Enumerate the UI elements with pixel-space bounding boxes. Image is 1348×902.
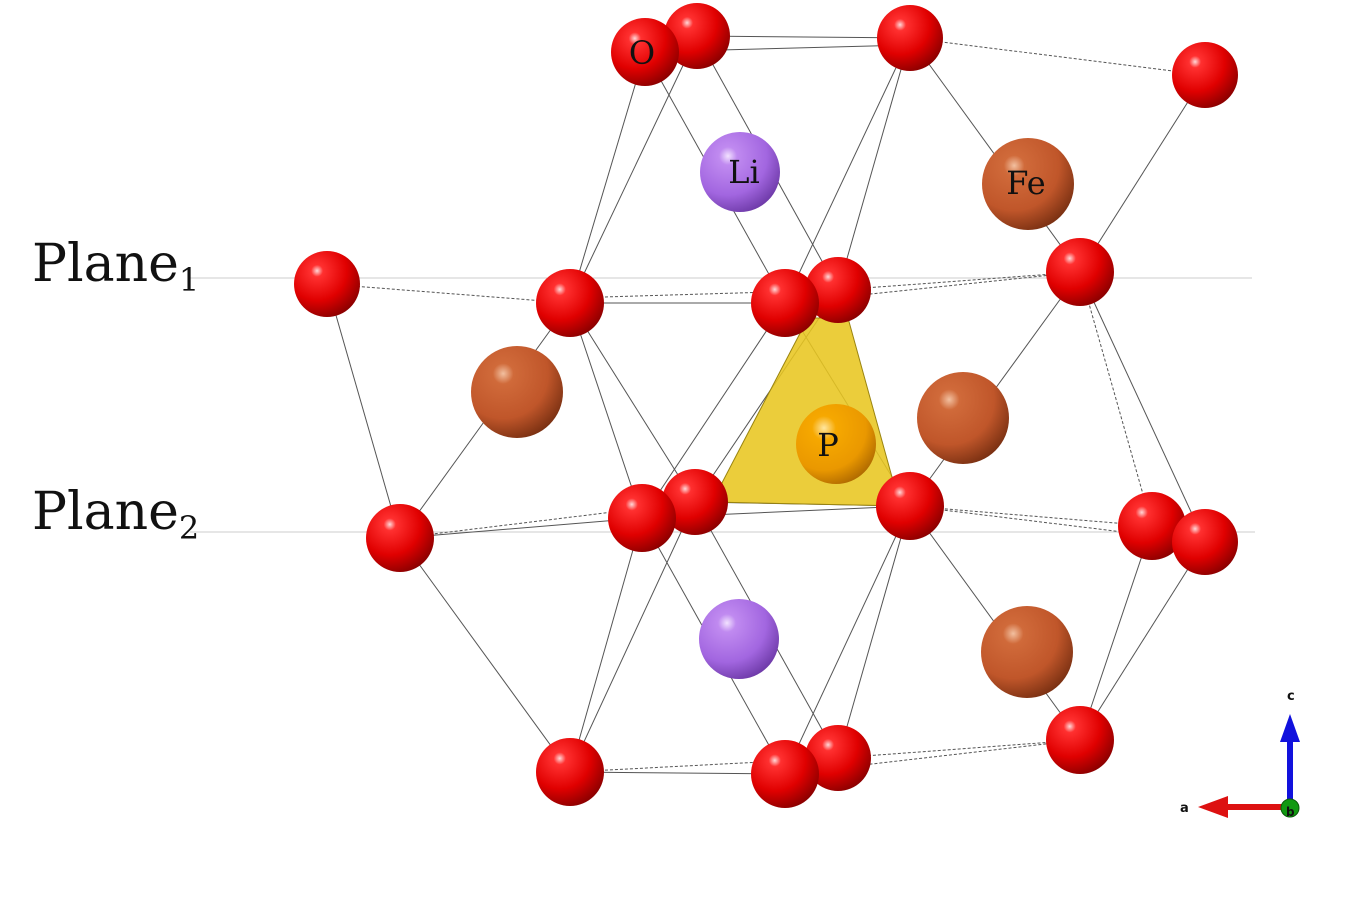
o-atom xyxy=(664,3,730,69)
o-atom xyxy=(1046,706,1114,774)
o-atom xyxy=(366,504,434,572)
axis-b-label: b xyxy=(1286,805,1295,819)
o-atom xyxy=(611,18,679,86)
o-atom xyxy=(876,472,944,540)
axis-c-label: c xyxy=(1287,689,1295,704)
axis-b-dot xyxy=(1280,798,1300,818)
li-atom xyxy=(699,599,779,679)
p-label: P xyxy=(817,426,839,464)
o-atom xyxy=(751,269,819,337)
o-atom xyxy=(1172,509,1238,575)
axis-indicator: a b c xyxy=(1180,689,1300,819)
oxygen-atoms xyxy=(294,3,1238,808)
o-atom xyxy=(608,484,676,552)
fe-atom xyxy=(917,372,1009,464)
fe-label: Fe xyxy=(1006,164,1045,202)
plane1-name: Plane xyxy=(32,234,179,294)
o-atom xyxy=(877,5,943,71)
o-atom xyxy=(751,740,819,808)
fe-atom xyxy=(982,138,1074,230)
axis-c-arrowhead xyxy=(1280,714,1300,742)
o-atom xyxy=(1172,42,1238,108)
fe-atom xyxy=(981,606,1073,698)
li-atom xyxy=(700,132,780,212)
o-atom xyxy=(662,469,728,535)
o-atom xyxy=(1118,492,1186,560)
plane2-name: Plane xyxy=(32,482,179,542)
o-atom xyxy=(536,269,604,337)
li-label: Li xyxy=(728,153,759,191)
o-atom xyxy=(805,725,871,791)
plane1-label: Plane1 xyxy=(32,238,199,296)
plane2-subscript: 2 xyxy=(178,509,200,547)
p-atom xyxy=(796,404,876,484)
po4-tetrahedron xyxy=(711,317,901,507)
plane2-label: Plane2 xyxy=(32,486,199,544)
fe-atom xyxy=(471,346,563,438)
o-atom xyxy=(536,738,604,806)
plane1-subscript: 1 xyxy=(178,261,200,299)
o-atom xyxy=(1046,238,1114,306)
o-atom xyxy=(294,251,360,317)
o-label: O xyxy=(629,34,655,72)
axis-a-label: a xyxy=(1180,801,1189,816)
o-atom xyxy=(805,257,871,323)
axis-a-arrowhead xyxy=(1198,796,1228,818)
